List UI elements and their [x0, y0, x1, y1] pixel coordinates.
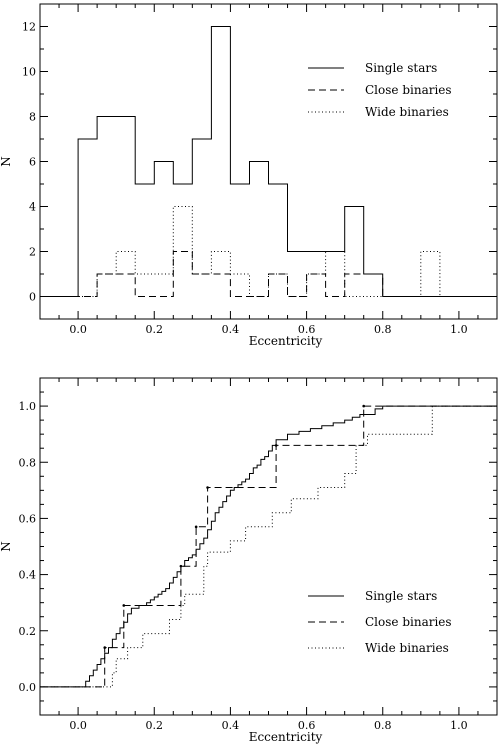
y-tick-label: 0.8 [19, 456, 37, 469]
x-tick-label: 0.8 [374, 719, 392, 732]
x-tick-label: 1.0 [450, 719, 468, 732]
x-tick-label: 0.2 [146, 719, 164, 732]
y-tick-label: 0 [29, 291, 36, 304]
close-binaries-point [362, 404, 366, 408]
close-binaries-line [40, 251, 497, 297]
y-tick-label: 8 [29, 111, 36, 124]
y-tick-label: 2 [29, 246, 36, 259]
close-binaries-point [206, 486, 209, 489]
x-tick-label: 0.4 [222, 719, 240, 732]
legend-label-wide-binaries: Wide binaries [365, 641, 449, 655]
y-axis-label: N [0, 156, 13, 167]
close-binaries-point [274, 444, 278, 447]
x-tick-label: 0.6 [298, 719, 316, 732]
single-stars-line [40, 26, 497, 297]
y-tick-label: 1.0 [19, 400, 37, 413]
y-tick-label: 10 [22, 66, 36, 79]
x-tick-label: 0.8 [374, 323, 392, 336]
y-tick-label: 12 [22, 21, 36, 34]
y-tick-label: 6 [29, 156, 36, 169]
x-tick-label: 0.0 [69, 719, 87, 732]
single-stars-line [40, 405, 497, 688]
x-tick-label: 0.2 [146, 323, 164, 336]
close-binaries-point [194, 525, 198, 529]
close-binaries-point [179, 564, 183, 568]
legend-label-single-stars: Single stars [365, 61, 437, 75]
y-axis-label: N [0, 541, 13, 552]
close-binaries-point [103, 646, 107, 649]
legend-label-wide-binaries: Wide binaries [365, 105, 449, 119]
legend-label-close-binaries: Close binaries [365, 615, 452, 629]
histogram-panel: 0.0 0.2 0.4 0.6 0.8 1.0 0 2 4 6 8 10 12 Eccentricity N… [0, 3, 498, 348]
y-tick-label: 0.4 [19, 569, 37, 582]
y-tick-label: 0.0 [19, 681, 37, 694]
close-binaries-point [122, 604, 126, 607]
cumulative-panel: 0.0 0.2 0.4 0.6 0.8 1.0 0.0 0.2 0.4 0.6 0.8 1.0 Ecce… [0, 377, 498, 744]
x-tick-label: 0.4 [222, 323, 240, 336]
x-tick-label: 0.6 [298, 323, 316, 336]
x-axis-label: Eccentricity [249, 334, 323, 348]
x-axis-label: Eccentricity [249, 730, 323, 744]
y-tick-label: 0.6 [19, 512, 37, 525]
legend-label-single-stars: Single stars [365, 589, 437, 603]
x-tick-label: 0.0 [69, 323, 87, 336]
x-tick-label: 1.0 [450, 323, 468, 336]
legend-label-close-binaries: Close binaries [365, 83, 452, 97]
y-tick-label: 4 [29, 201, 36, 214]
y-tick-label: 0.2 [19, 625, 37, 638]
wide-binaries-line [40, 206, 497, 297]
